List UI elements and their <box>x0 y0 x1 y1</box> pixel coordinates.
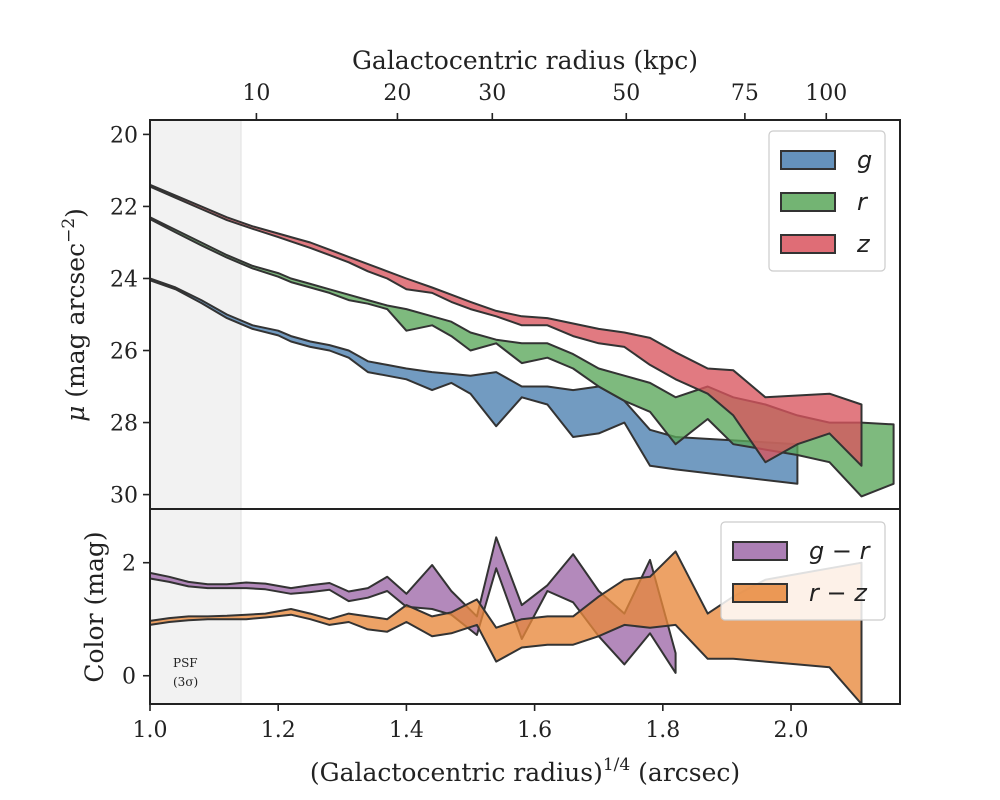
x-tick-label: 1.0 <box>133 718 168 743</box>
mu-band-g <box>149 277 799 485</box>
x-tick-label: 2.0 <box>774 718 809 743</box>
legend-swatch <box>780 234 836 254</box>
y-tick-label-top: 24 <box>110 267 138 292</box>
top-axis-label: Galactocentric radius (kpc) <box>352 46 698 75</box>
series-area <box>149 183 863 467</box>
top-x-tick-label: 30 <box>478 81 506 106</box>
legend-label: g − r <box>809 537 872 565</box>
x-tick-label: 1.4 <box>389 718 424 743</box>
y-axis-label-bottom: Color (mag) <box>80 531 109 682</box>
surface-brightness-series <box>149 183 895 498</box>
y-tick-label-top: 22 <box>110 195 138 220</box>
top-x-tick-label: 50 <box>612 81 640 106</box>
top-x-tick-label: 100 <box>805 81 847 106</box>
y-tick-label-top: 26 <box>110 340 138 365</box>
legend-swatch <box>732 583 788 603</box>
series-area <box>149 216 895 498</box>
mu-band-r <box>149 216 895 498</box>
y-tick-label-top: 28 <box>110 412 138 437</box>
legend-label: r <box>857 188 869 216</box>
legend-color: g − r r − z <box>720 521 886 621</box>
psf-annotation-line-2: (3σ) <box>173 675 198 689</box>
series-area <box>149 536 677 674</box>
y-tick-label-bottom: 0 <box>122 665 136 690</box>
psf-region-bottom <box>150 509 242 704</box>
x-axis-label: (Galactocentric radius)1/4 (arcsec) <box>310 755 740 787</box>
color-band-gr <box>149 536 677 674</box>
bottom-panel-frame <box>149 508 901 705</box>
legend-label: z <box>856 230 871 258</box>
x-tick-label: 1.2 <box>261 718 296 743</box>
series-area <box>149 277 799 485</box>
top-x-tick-label: 75 <box>731 81 759 106</box>
y-tick-label-top: 30 <box>110 484 138 509</box>
top-x-tick-label: 10 <box>242 81 270 106</box>
axis-ticks: 20 22 24 26 28 30 10 20 30 50 75 100 0 2 1.0 1.2 1.4 1.6 1… <box>110 81 847 743</box>
top-x-tick-label: 20 <box>383 81 411 106</box>
legend-swatch <box>780 192 836 212</box>
x-tick-label: 1.6 <box>517 718 552 743</box>
y-tick-label-top: 20 <box>110 123 138 148</box>
y-tick-label-bottom: 2 <box>122 552 136 577</box>
legend-swatch <box>732 541 788 561</box>
y-axis-label-top: μ (mag arcsec−2) <box>59 208 90 422</box>
x-tick-label: 1.8 <box>645 718 680 743</box>
legend-label: g <box>857 146 872 174</box>
legend-surface-brightness: grz <box>768 130 886 272</box>
legend-label: r − z <box>809 579 868 607</box>
legend-swatch <box>780 150 836 170</box>
psf-annotation-line-1: PSF <box>173 656 198 670</box>
mu-band-z <box>149 183 863 467</box>
